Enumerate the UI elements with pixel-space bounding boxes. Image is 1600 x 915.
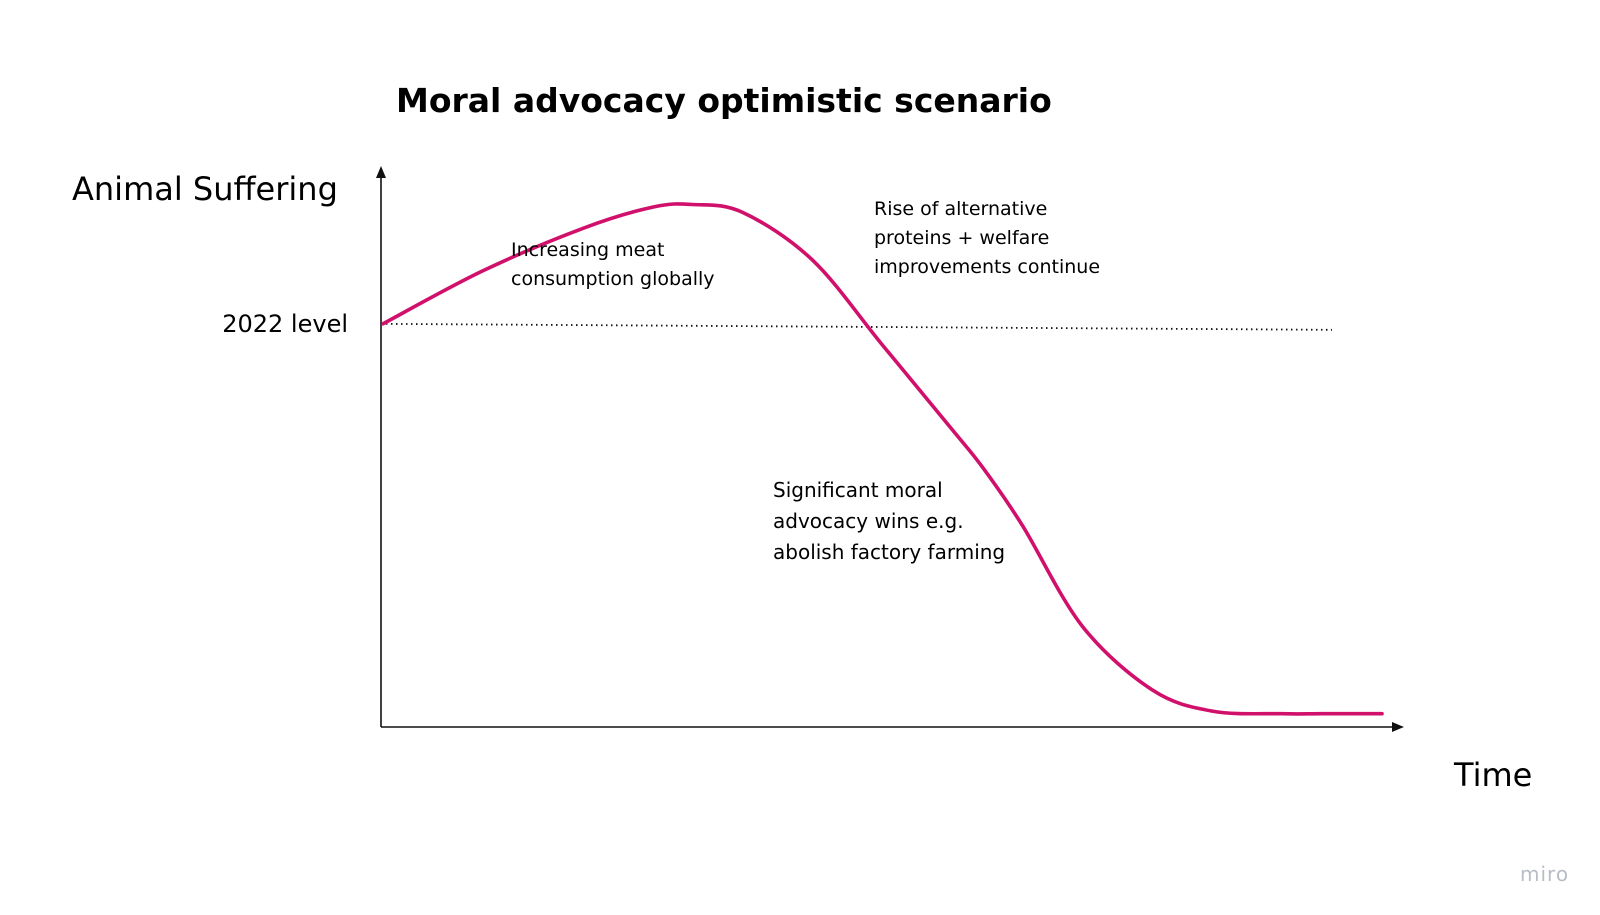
annotation-line: improvements continue	[874, 256, 1100, 278]
annotation-line: Significant moral	[773, 478, 943, 502]
annotation-alternative-proteins: Rise of alternative proteins + welfare i…	[874, 198, 1100, 278]
y-axis-label: Animal Suffering	[72, 170, 338, 208]
annotation-line: proteins + welfare	[874, 227, 1049, 249]
reference-line-2022	[380, 322, 1333, 331]
annotation-line: Increasing meat	[511, 239, 664, 261]
annotation-moral-advocacy: Significant moral advocacy wins e.g. abo…	[773, 478, 1005, 564]
annotation-increasing-meat: Increasing meat consumption globally	[511, 239, 715, 290]
annotation-line: advocacy wins e.g.	[773, 509, 964, 533]
annotation-line: consumption globally	[511, 268, 715, 290]
annotation-line: abolish factory farming	[773, 540, 1005, 564]
annotation-line: Rise of alternative	[874, 198, 1047, 220]
series-line	[381, 202, 1384, 716]
miro-watermark: miro	[1520, 862, 1569, 886]
x-axis-label: Time	[1453, 756, 1532, 794]
reference-line-label: 2022 level	[222, 310, 348, 338]
chart-title: Moral advocacy optimistic scenario	[396, 81, 1052, 120]
